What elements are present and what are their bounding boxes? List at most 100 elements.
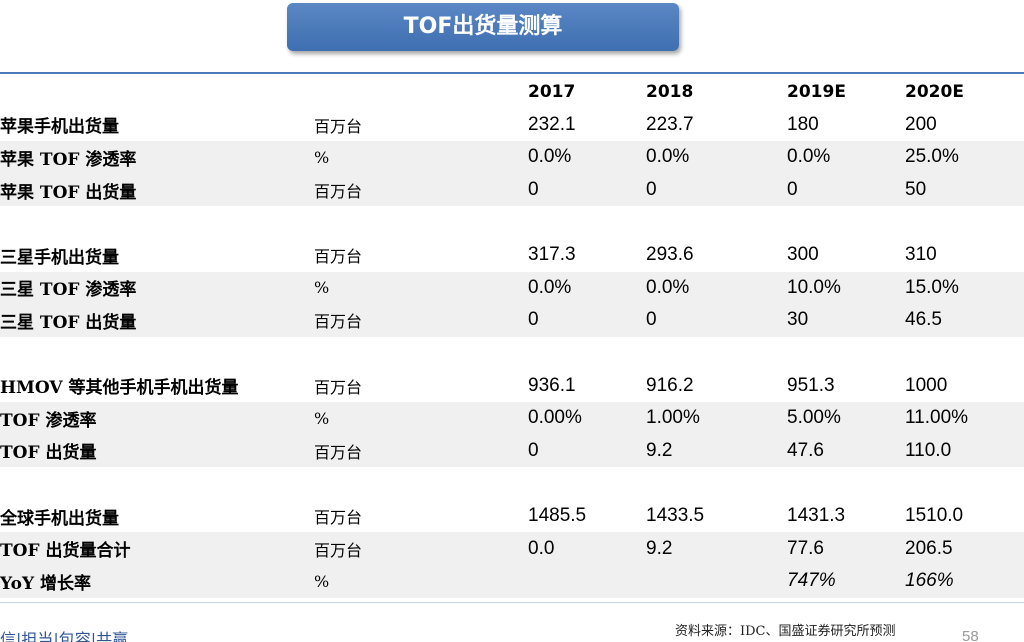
value-cell: 310 [905,244,937,266]
value-cell: 200 [905,113,937,135]
spacer-cell [0,206,314,239]
row-label: 苹果手机出货量 [0,117,119,138]
year-header: 2019E [787,82,846,103]
spacer-cell [646,337,787,370]
spacer-cell [528,467,646,500]
value-cell: 25.0% [905,141,1024,174]
value-cell: 1.00% [646,401,787,435]
table-row: 全球手机出货量 百万台 1485.5 1433.5 1431.3 1510.0 [0,500,1024,533]
year-header: 2017 [528,82,576,103]
value-cell: 0.0% [646,271,787,305]
value-cell: 11.00% [905,401,1024,435]
row-unit: 百万台 [314,508,363,528]
source-note: 资料来源：IDC、国盛证券研究所预测 [675,624,896,639]
value-cell [528,564,646,598]
value-cell: 223.7 [646,113,694,135]
spacer-cell [528,206,646,239]
footer-slogan: 信|担当|包容|共赢 [0,630,129,642]
spacer-cell [905,467,1024,500]
spacer-cell [905,206,1024,239]
spacer-cell [314,206,528,239]
value-cell: 1485.5 [528,505,587,527]
row-unit: 百万台 [314,304,528,337]
row-label: TOF 出货量 [0,434,314,468]
group-spacer-row [0,337,1024,370]
header-row: 2017 2018 2019E 2020E [0,76,1024,109]
table-body: 苹果手机出货量 百万台 232.1 223.7 180 200 苹果 TOF 渗透率% 0.0… [0,109,1024,598]
value-cell: 166% [905,564,1024,598]
value-cell: 15.0% [905,271,1024,305]
value-cell: 1510.0 [905,505,964,527]
value-cell: 0 [528,173,646,207]
spacer-cell [787,467,905,500]
spacer-cell [0,337,314,370]
spacer-cell [787,337,905,370]
value-cell: 317.3 [528,244,576,266]
row-label: 全球手机出货量 [0,508,119,529]
row-unit: 百万台 [314,532,528,565]
value-cell: 0 [528,434,646,468]
row-unit: % [314,141,528,174]
table-row: TOF 出货量 百万台 0 9.2 47.6 110.0 [0,434,1024,468]
value-cell: 0.0% [646,141,787,174]
year-header: 2018 [646,82,694,103]
value-cell: 110.0 [905,434,1024,468]
spacer-cell [0,467,314,500]
value-cell: 747% [787,564,905,598]
header-unit-cell [314,76,528,109]
row-unit: 百万台 [314,247,363,267]
value-cell: 46.5 [905,304,1024,337]
row-label: YoY 增长率 [0,564,314,598]
value-cell: 0.0% [528,271,646,305]
table-row: HMOV 等其他手机手机出货量 百万台 936.1 916.2 951.3 1000 [0,369,1024,402]
value-cell: 1000 [905,374,948,396]
row-unit: 百万台 [314,434,528,468]
value-cell: 916.2 [646,374,694,396]
value-cell: 0 [528,304,646,337]
spacer-cell [528,337,646,370]
value-cell: 300 [787,244,819,266]
table-row: 三星 TOF 出货量 百万台 0 0 30 46.5 [0,304,1024,337]
spacer-cell [787,206,905,239]
row-unit: % [314,401,528,435]
value-cell: 10.0% [787,271,905,305]
row-label: 三星手机出货量 [0,247,119,268]
value-cell: 0.0 [528,532,646,565]
row-unit: 百万台 [314,377,363,397]
shipment-table: 2017 2018 2019E 2020E 苹果手机出货量 百万台 232.1 223… [0,76,1024,598]
row-unit: % [314,271,528,305]
value-cell: 5.00% [787,401,905,435]
spacer-cell [314,467,528,500]
row-label: 三星 TOF 渗透率 [0,271,314,305]
row-label: 苹果 TOF 出货量 [0,173,314,207]
table-top-rule [0,72,1024,74]
value-cell: 180 [787,113,819,135]
spacer-cell [314,337,528,370]
row-unit: % [314,564,528,598]
row-unit: 百万台 [314,173,528,207]
spacer-cell [646,467,787,500]
header-label-cell [0,76,314,109]
value-cell: 206.5 [905,532,1024,565]
table-row: 苹果手机出货量 百万台 232.1 223.7 180 200 [0,109,1024,142]
value-cell: 9.2 [646,532,787,565]
table-row: TOF 渗透率% 0.00% 1.00% 5.00% 11.00% [0,401,1024,435]
table-row: 三星手机出货量 百万台 317.3 293.6 300 310 [0,239,1024,272]
row-label: TOF 渗透率 [0,401,314,435]
value-cell: 293.6 [646,244,694,266]
value-cell: 0 [646,304,787,337]
value-cell: 936.1 [528,374,576,396]
spacer-cell [646,206,787,239]
value-cell: 0 [787,173,905,207]
group-spacer-row [0,467,1024,500]
spacer-cell [905,337,1024,370]
value-cell: 0.00% [528,401,646,435]
title-banner: TOF出货量测算 [287,3,679,51]
row-label: 苹果 TOF 渗透率 [0,141,314,174]
value-cell: 1433.5 [646,505,705,527]
row-label: TOF 出货量合计 [0,532,314,565]
value-cell: 0.0% [787,141,905,174]
value-cell: 9.2 [646,434,787,468]
value-cell: 0 [646,173,787,207]
